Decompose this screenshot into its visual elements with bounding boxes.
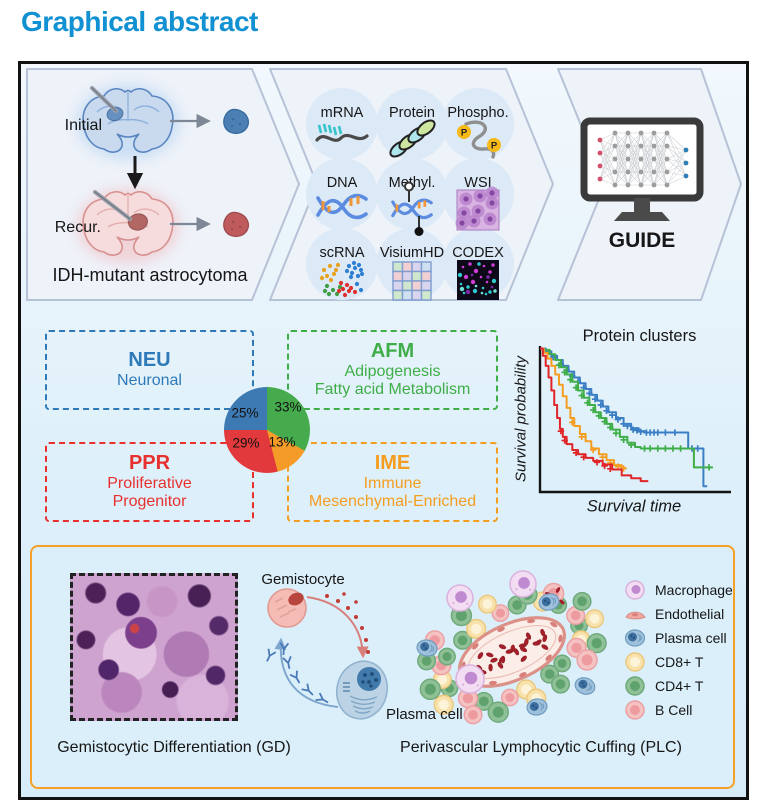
b-cell-icon <box>624 699 648 721</box>
survival-plot <box>538 346 731 494</box>
cluster-name: Fatty acid Metabolism <box>314 380 471 398</box>
cluster-name: Adipogenesis <box>344 362 441 380</box>
pie-chart: 33% 13% 29% 25% <box>224 387 310 473</box>
cluster-box-ppr: PPR Proliferative Progenitor <box>45 442 254 522</box>
mrna-icon <box>315 123 369 142</box>
methylation-icon <box>391 181 433 236</box>
cluster-name: Neuronal <box>117 371 182 389</box>
svg-text:P: P <box>461 128 468 139</box>
omics-label: VisiumHD <box>380 245 444 261</box>
legend-row: Endothelial <box>624 602 733 626</box>
pie-slice-label: 25% <box>231 405 259 421</box>
omics-label: Phospho. <box>447 105 508 121</box>
blood-vessel <box>457 616 567 688</box>
omics-label: scRNA <box>319 245 364 261</box>
plasma-cell-label: Plasma cell <box>386 706 463 723</box>
plasma-to-gemistocyte-arrow <box>274 637 339 708</box>
wsi-icon <box>455 186 500 231</box>
survival-y-axis-label: Survival probability <box>512 356 530 482</box>
neural-network-icon <box>597 130 689 188</box>
recurrent-tumor-sample <box>223 211 250 238</box>
plasma-cell-illustration <box>335 660 389 720</box>
omics-label: DNA <box>327 175 358 191</box>
scrna-icon <box>319 260 365 298</box>
omics-panel: mRNA Protein Phospho. DNA Methyl. WSI sc… <box>306 88 514 301</box>
cluster-name: Progenitor <box>112 492 187 510</box>
histology-image <box>70 573 238 721</box>
visiumhd-icon <box>392 261 432 301</box>
omics-label: mRNA <box>321 105 364 121</box>
macrophage-icon <box>624 579 648 601</box>
gemistocyte-cell <box>267 588 307 628</box>
cluster-box-ime: IME Immune Mesenchymal-Enriched <box>287 442 498 522</box>
cluster-name: Immune <box>363 474 422 492</box>
cell-type-legend: Macrophage Endothelial Plasma cell CD8+ … <box>624 578 733 722</box>
perivascular-lymphocytic-cuffing-illustration <box>416 570 607 725</box>
gemistocyte-label: Gemistocyte <box>261 571 345 588</box>
plc-caption: Perivascular Lymphocytic Cuffing (PLC) <box>400 739 682 756</box>
legend-row: CD8+ T <box>624 650 733 674</box>
omics-label: CODEX <box>452 245 504 261</box>
survival-plot-title: Protein clusters <box>582 327 697 345</box>
omics-label: Protein <box>389 105 435 121</box>
legend-row: B Cell <box>624 698 733 722</box>
gemistocytic-differentiation-diagram <box>266 588 389 720</box>
legend-row: CD4+ T <box>624 674 733 698</box>
survival-x-axis-label: Survival time <box>586 497 682 516</box>
gd-caption: Gemistocytic Differentiation (GD) <box>57 739 291 756</box>
antibody-icons <box>266 642 329 704</box>
cluster-code: NEU <box>128 349 171 372</box>
secreted-molecule-dots <box>325 592 370 654</box>
recurrent-tumor <box>128 213 148 231</box>
cd4-t-cell-icon <box>624 675 648 697</box>
cluster-code: IME <box>374 452 411 475</box>
legend-row: Macrophage <box>624 578 733 602</box>
plasma-cell-icon <box>624 628 648 649</box>
gemistocyte-to-plasma-arrow <box>306 596 369 659</box>
survival-axes <box>538 346 731 494</box>
svg-text:P: P <box>491 141 498 152</box>
page-title: Graphical abstract <box>21 6 258 37</box>
pie-slice-label: 13% <box>268 434 296 450</box>
recurrent-sample-label: Recur. <box>54 219 101 236</box>
cd8-t-cell-icon <box>624 651 648 673</box>
initial-sample-label: Initial <box>64 117 102 134</box>
protein-icon <box>389 119 436 158</box>
model-panel <box>580 117 704 221</box>
recurrent-brain-illustration <box>82 190 174 256</box>
cluster-box-afm: AFM Adipogenesis Fatty acid Metabolism <box>287 330 498 410</box>
cluster-name: Mesenchymal-Enriched <box>308 492 477 510</box>
cluster-code: AFM <box>370 340 415 363</box>
phosphoprotein-icon: P P <box>457 120 501 159</box>
endothelial-icon <box>624 604 648 625</box>
cluster-code: PPR <box>128 452 171 475</box>
cluster-box-neu: NEU Neuronal <box>45 330 254 410</box>
omics-label: WSI <box>464 175 491 191</box>
dna-icon <box>316 193 368 220</box>
samples-caption: IDH-mutant astrocytoma <box>52 265 248 285</box>
initial-tumor-sample <box>223 108 250 135</box>
samples-panel <box>76 84 250 264</box>
pie-slice-label: 33% <box>274 399 302 415</box>
codex-icon <box>457 260 499 300</box>
pie-slice-label: 29% <box>232 435 260 451</box>
model-name-label: GUIDE <box>608 229 676 252</box>
legend-row: Plasma cell <box>624 626 733 650</box>
cluster-name: Proliferative <box>107 474 192 492</box>
